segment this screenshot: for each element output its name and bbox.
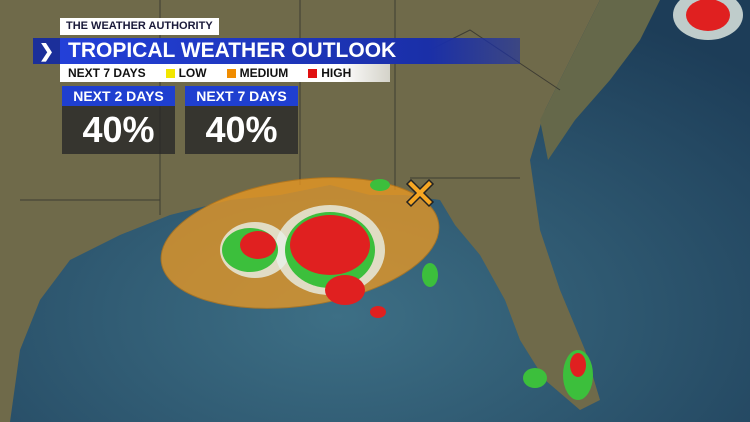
outlook-marker [405,178,435,208]
storm-cell [290,215,370,275]
legend-swatch [165,69,175,78]
storms [220,0,743,400]
legend-item: MEDIUM [213,66,289,80]
outlook-panel: NEXT 2 DAYS 40% [62,86,175,154]
rain [370,179,390,191]
outlook-value: 40% [62,106,175,154]
storm-cell [570,353,586,377]
outlook-value: 40% [185,106,298,154]
storm-cell [240,231,276,259]
legend-label: LOW [178,66,207,80]
legend: NEXT 7 DAYS LOW MEDIUM HIGH [60,64,390,82]
legend-swatch [226,69,236,78]
outlook-panel: NEXT 7 DAYS 40% [185,86,298,154]
legend-label: HIGH [321,66,352,80]
storm-cell [370,306,386,318]
title: TROPICAL WEATHER OUTLOOK [60,38,520,64]
legend-item: HIGH [294,66,351,80]
outlook-label: NEXT 2 DAYS [62,86,175,106]
rain [523,368,547,388]
legend-swatch [308,69,318,78]
legend-period: NEXT 7 DAYS [68,66,146,80]
legend-item: LOW [152,66,207,80]
outlook-label: NEXT 7 DAYS [185,86,298,106]
legend-label: MEDIUM [239,66,289,80]
brand: THE WEATHER AUTHORITY [60,18,219,35]
chevron-icon: ❯ [33,38,60,64]
land-coast [540,0,660,160]
rain [422,263,438,287]
storm-cell [325,275,365,305]
storm-cell [686,0,730,31]
